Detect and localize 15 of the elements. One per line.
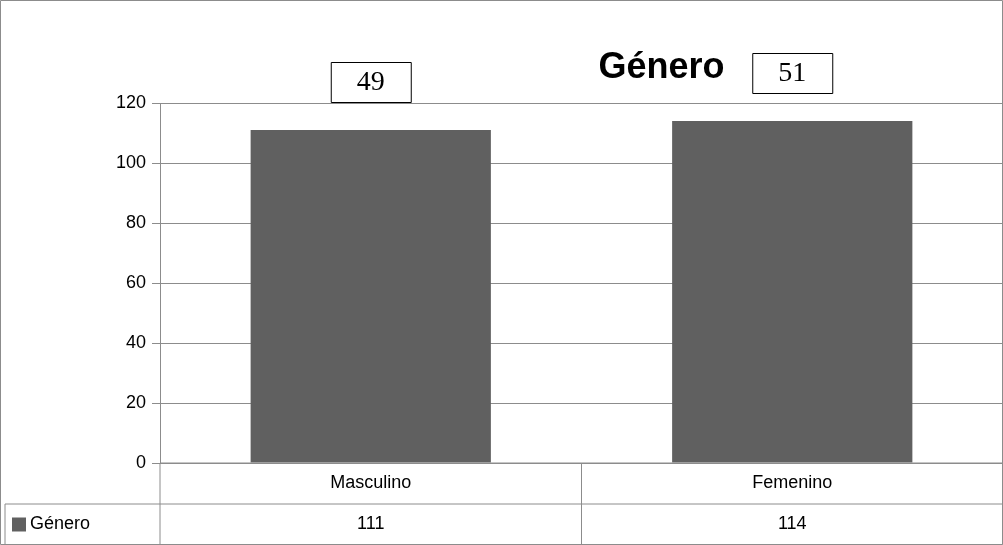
y-tick-label: 60 [125, 271, 146, 292]
data-label: 111 [357, 513, 385, 534]
annotation: 49 [356, 65, 385, 97]
x-tick-label: Masculino [330, 472, 412, 493]
y-tick-label: 40 [125, 331, 146, 352]
legend-label: Género [30, 513, 91, 534]
annotation: 51 [778, 56, 807, 88]
y-tick-label: 100 [115, 151, 146, 172]
data-label: 114 [777, 513, 807, 534]
y-tick-label: 80 [125, 211, 146, 232]
chart-title: Género [598, 44, 725, 86]
y-tick-label: 20 [125, 391, 146, 412]
x-tick-label: Femenino [752, 472, 833, 493]
y-tick-label: 0 [135, 451, 146, 472]
y-tick-label: 120 [115, 91, 146, 112]
